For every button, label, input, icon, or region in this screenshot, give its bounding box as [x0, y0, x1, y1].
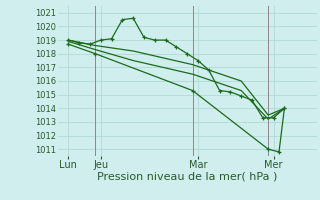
X-axis label: Pression niveau de la mer( hPa ): Pression niveau de la mer( hPa ) [97, 172, 277, 182]
